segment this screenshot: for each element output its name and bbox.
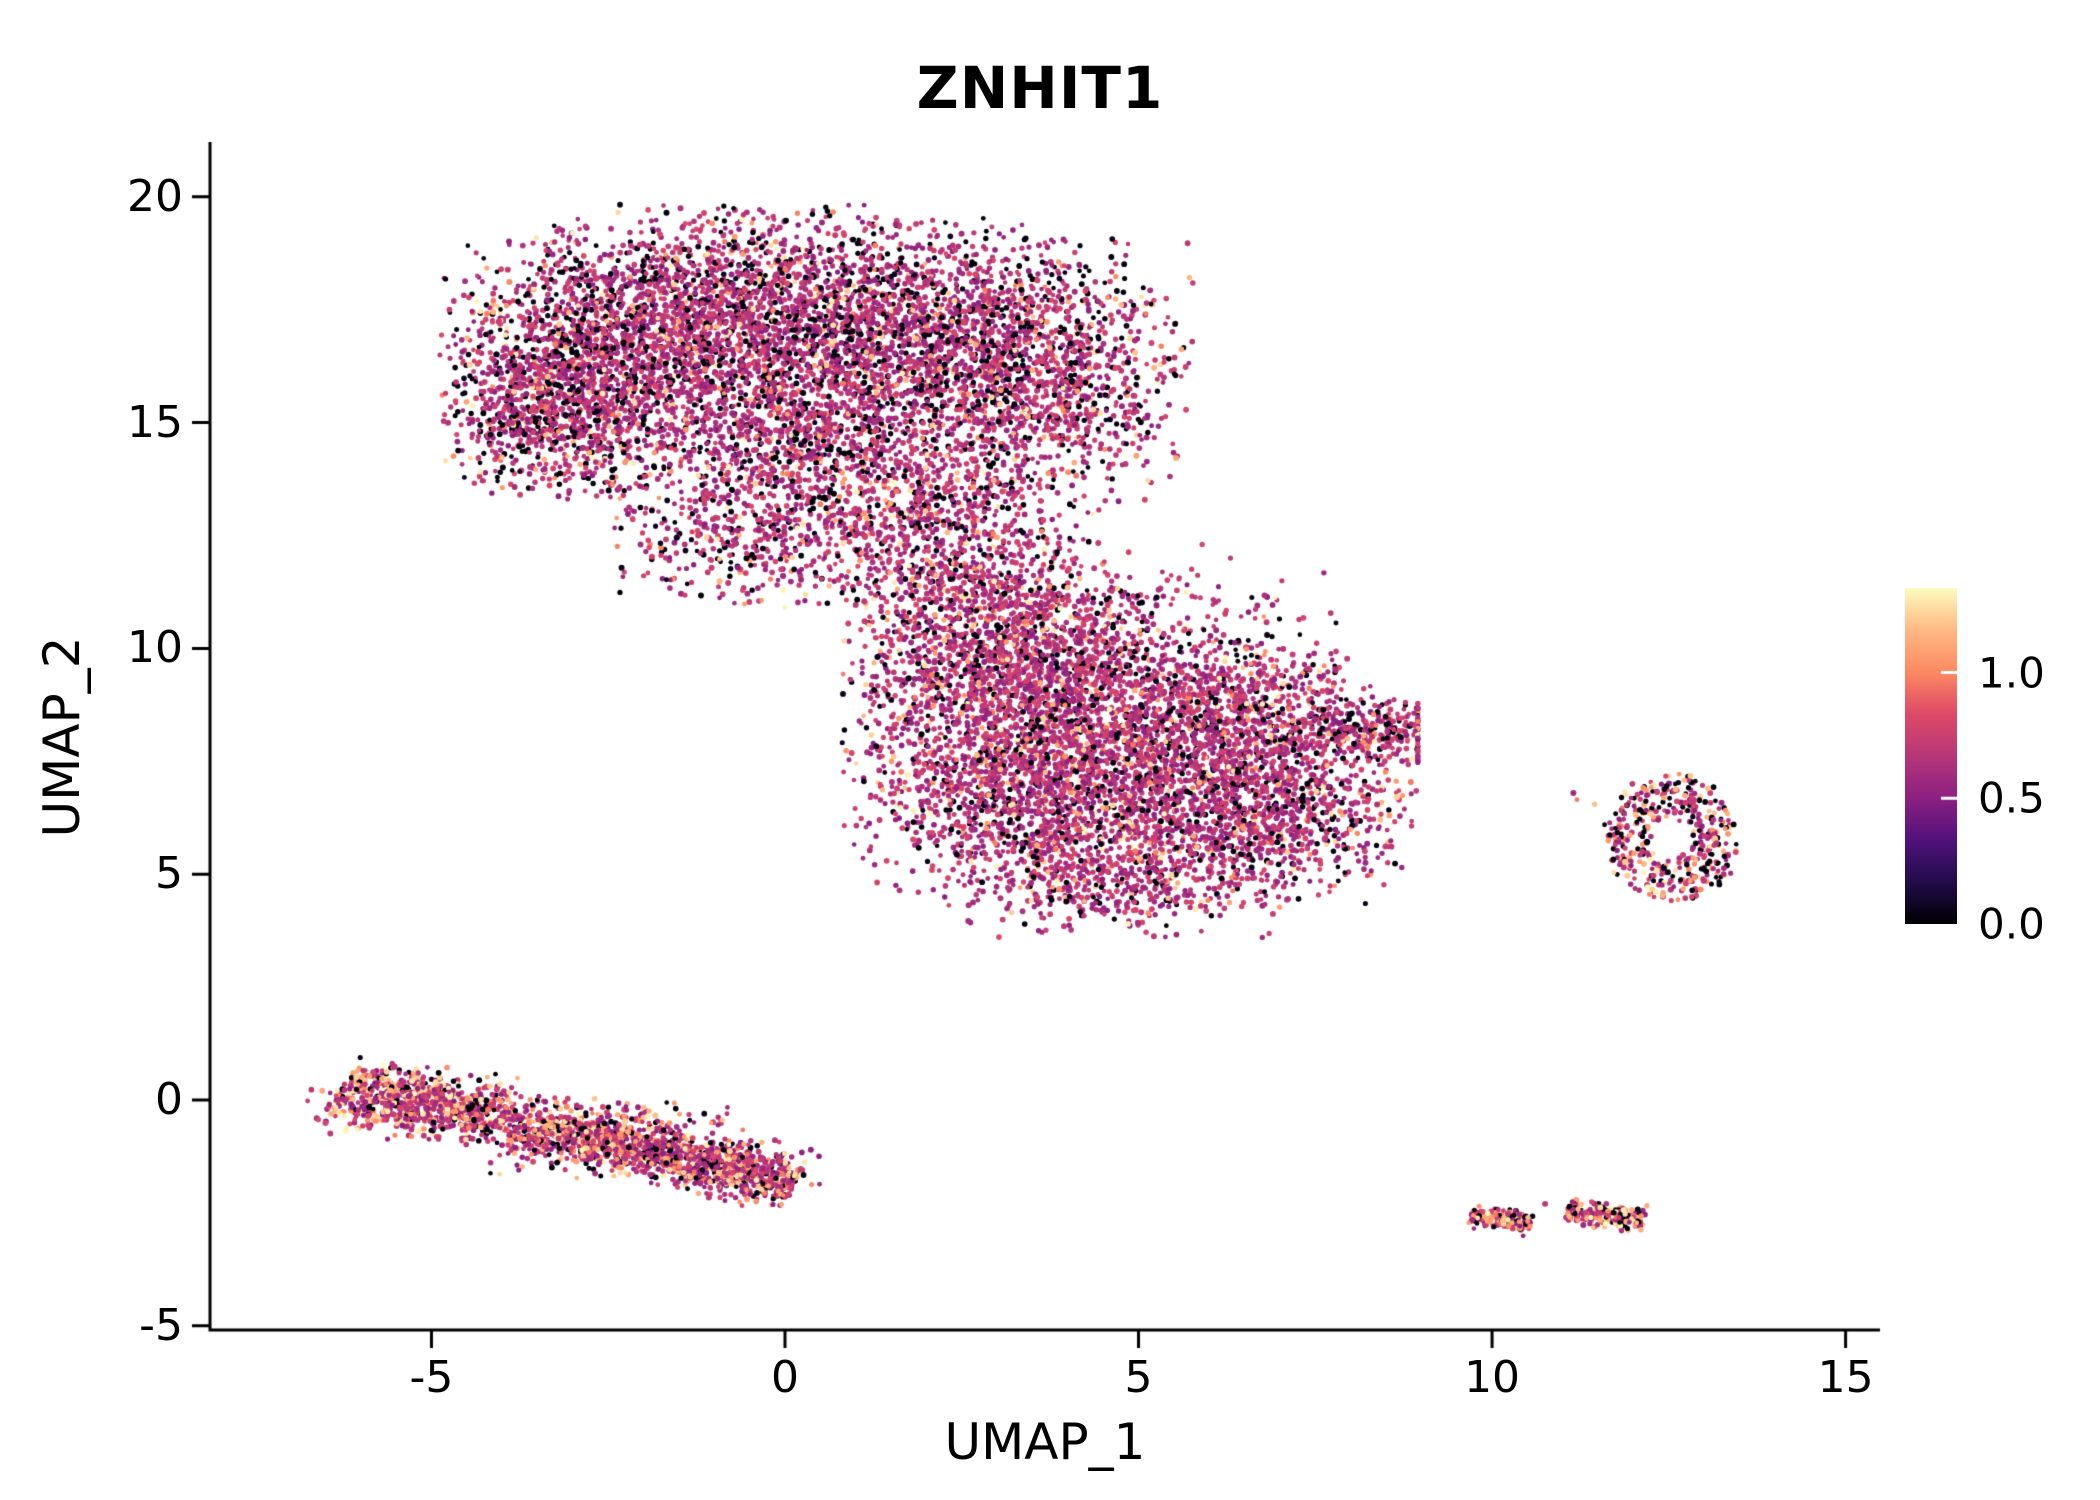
- x-tick-label: -5: [409, 1352, 454, 1403]
- colorbar-tick-label: 0.5: [1978, 773, 2045, 823]
- y-tick-label: 5: [155, 848, 183, 900]
- y-tick-label: 0: [155, 1074, 183, 1125]
- y-tick-label: -5: [139, 1299, 183, 1351]
- x-tick-label: 0: [771, 1352, 799, 1403]
- chart-title: ZNHIT1: [916, 54, 1164, 122]
- y-tick-label: 20: [127, 170, 183, 222]
- x-tick-label: 15: [1817, 1352, 1874, 1403]
- colorbar-gradient: [1905, 588, 1957, 924]
- colorbar-tick-label: 1.0: [1978, 648, 2045, 697]
- x-tick-label: 5: [1124, 1352, 1153, 1403]
- colorbar-tick-label: 0.0: [1978, 899, 2045, 949]
- x-tick-label: 10: [1464, 1352, 1521, 1403]
- x-axis-label: UMAP_1: [944, 1413, 1146, 1471]
- y-tick-label: 15: [127, 396, 183, 448]
- y-tick-label: 10: [127, 622, 183, 674]
